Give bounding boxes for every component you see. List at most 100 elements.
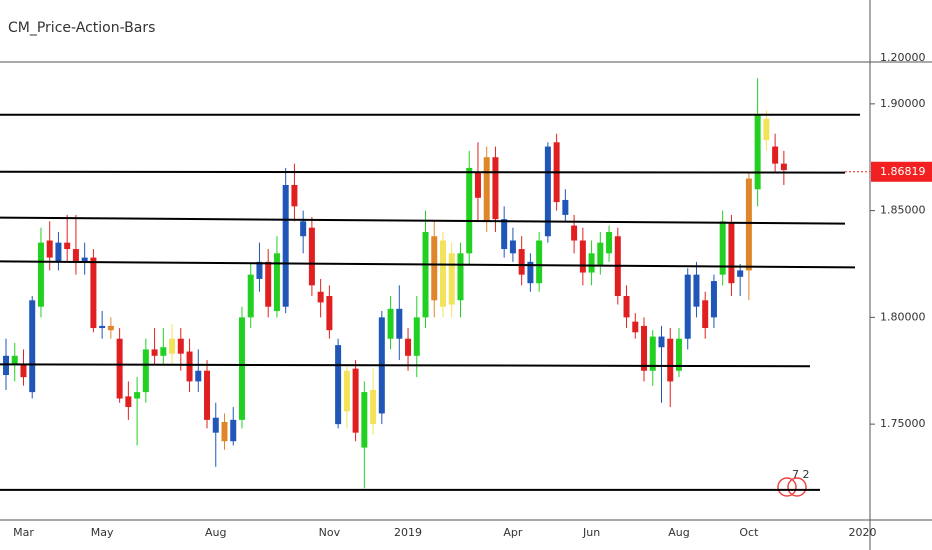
candle-body: [282, 184, 289, 307]
candle-body: [273, 253, 280, 311]
trend-line: [0, 260, 856, 269]
pane-label: 1.20000: [880, 51, 926, 64]
candle-body: [763, 118, 770, 141]
candle-body: [474, 172, 481, 198]
candle-body: [597, 242, 604, 267]
candle-body: [125, 396, 132, 408]
candle-body: [440, 240, 446, 307]
candle-body: [413, 317, 420, 356]
candle-body: [169, 338, 176, 354]
candle-body: [142, 349, 149, 393]
candle-body: [737, 270, 744, 277]
candle-body: [745, 178, 752, 271]
candle-body: [204, 370, 211, 420]
candle-body: [641, 325, 648, 371]
x-tick-label: Aug: [205, 526, 226, 539]
candle-body: [20, 364, 27, 378]
candle-body: [186, 351, 193, 382]
candle-body: [448, 253, 455, 305]
candle-body: [212, 417, 219, 433]
candle-body: [265, 261, 272, 307]
candle-body: [99, 325, 106, 329]
candle-body: [195, 370, 202, 382]
candle-body: [343, 370, 350, 412]
candle-body: [370, 389, 377, 425]
candle-body: [134, 392, 141, 399]
x-tick-label: 2020: [849, 526, 877, 539]
candle-body: [483, 157, 490, 222]
candle-body: [649, 336, 656, 371]
badge-circle: [777, 477, 797, 497]
candle-body: [527, 261, 534, 284]
candle-body: [693, 274, 700, 307]
candle-body: [431, 236, 438, 301]
x-tick-label: 2019: [394, 526, 422, 539]
candle-body: [623, 296, 630, 318]
candle-body: [238, 317, 245, 420]
chart-title: CM_Price-Action-Bars: [8, 20, 155, 36]
candle-body: [422, 231, 429, 318]
trend-line: [0, 216, 846, 225]
candle-body: [81, 257, 88, 262]
candle-body: [492, 157, 499, 220]
candle-body: [151, 349, 158, 356]
candle-body: [29, 300, 36, 393]
candle-body: [702, 300, 709, 329]
candle-body: [579, 240, 586, 273]
candle-body: [326, 296, 333, 331]
candle-body: [55, 242, 62, 262]
candles: [3, 78, 787, 489]
candle-body: [64, 242, 71, 250]
candle-body: [684, 274, 691, 339]
candle-body: [46, 240, 53, 258]
candle-body: [3, 355, 9, 376]
candle-body: [247, 274, 254, 318]
x-tick-label: Mar: [13, 526, 34, 539]
candle-body: [571, 225, 578, 241]
x-tick-label: Aug: [668, 526, 689, 539]
candle-body: [501, 219, 508, 250]
x-tick-label: Apr: [503, 526, 523, 539]
candle-body: [256, 261, 263, 279]
candle-body: [588, 253, 595, 273]
candle-body: [230, 419, 237, 442]
x-tick-label: Oct: [739, 526, 759, 539]
candle-body: [405, 338, 412, 356]
y-tick-label: 1.85000: [880, 204, 926, 217]
candle-body: [37, 242, 44, 307]
candle-body: [387, 308, 394, 339]
last-price-label: 1.86819: [880, 165, 926, 178]
candle-body: [300, 221, 307, 237]
candle-body: [780, 163, 787, 171]
candle-body: [466, 167, 473, 254]
candle-body: [675, 338, 682, 371]
y-tick-label: 1.90000: [880, 97, 926, 110]
candle-body: [335, 345, 342, 425]
x-tick-label: Jun: [582, 526, 600, 539]
candle-body: [606, 231, 613, 254]
candle-body: [457, 253, 464, 301]
candle-body: [518, 249, 525, 275]
candle-body: [509, 240, 516, 254]
candle-body: [632, 321, 639, 333]
candle-body: [667, 338, 674, 382]
candle-body: [772, 146, 779, 164]
last-price-box: [871, 161, 932, 182]
candle-body: [72, 249, 79, 262]
trend-line: [0, 170, 846, 174]
candle-body: [754, 114, 761, 190]
candle-body: [544, 146, 551, 237]
candle-body: [291, 184, 298, 207]
candle-body: [361, 392, 368, 448]
y-tick-label: 1.80000: [880, 310, 926, 323]
candle-body: [107, 325, 114, 331]
candle-body: [710, 281, 717, 318]
candle-body: [308, 227, 315, 286]
candle-body: [719, 221, 726, 275]
candle-body: [221, 421, 228, 442]
trend-line: [0, 363, 811, 368]
candle-body: [90, 257, 97, 329]
candle-body: [728, 223, 735, 284]
candle-body: [396, 308, 403, 339]
